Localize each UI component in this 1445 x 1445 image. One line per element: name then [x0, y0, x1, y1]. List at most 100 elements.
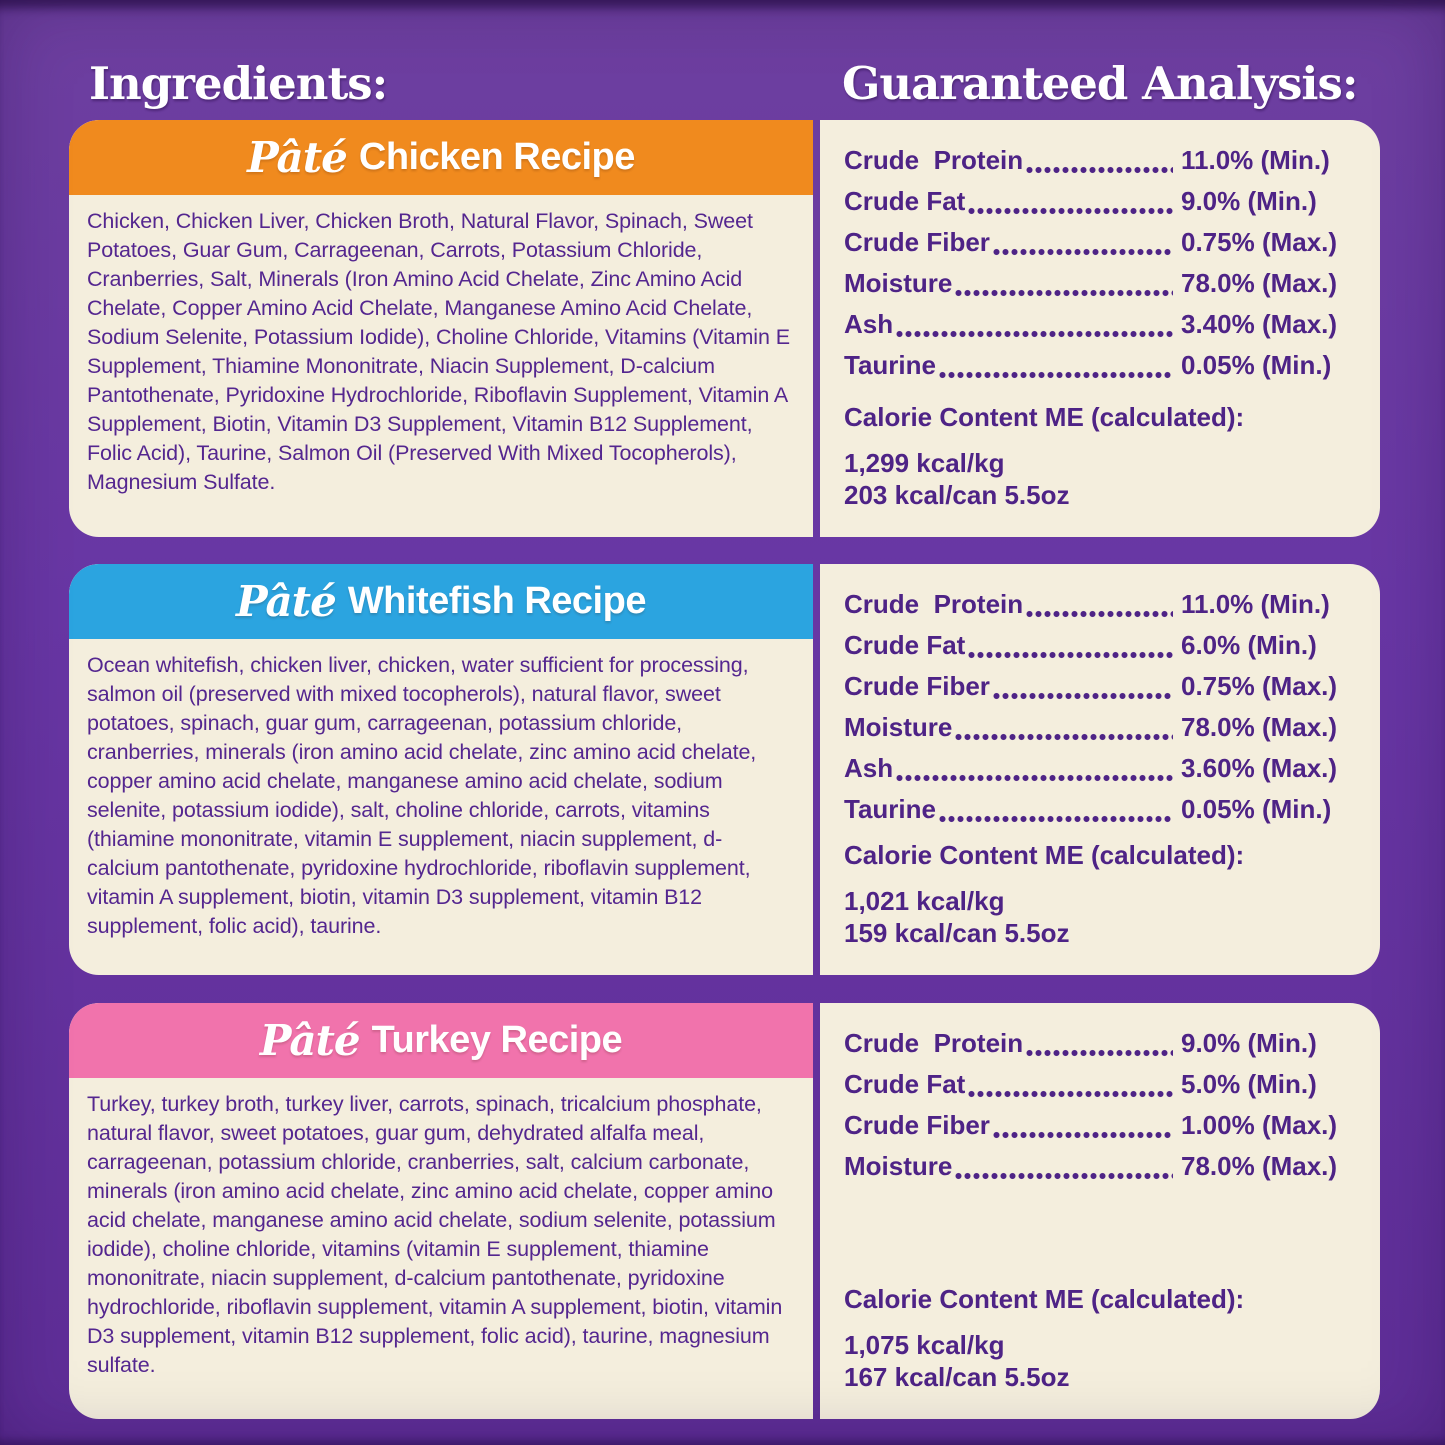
dot-leader [1026, 166, 1173, 174]
ingredients-card-chicken: Pâté Chicken Recipe Chicken, Chicken Liv… [69, 120, 813, 537]
analysis-label: Ash [844, 753, 894, 783]
analysis-label: Crude Fat [844, 186, 966, 216]
analysis-label: Crude Protein [844, 145, 1024, 175]
ingredients-text-turkey: Turkey, turkey broth, turkey liver, carr… [87, 1092, 783, 1377]
calorie-values: 1,021 kcal/kg 159 kcal/can 5.5oz [844, 885, 1362, 949]
analysis-row: Crude Fiber 0.75% (Max.) [844, 222, 1362, 263]
dot-leader [938, 815, 1173, 823]
analysis-value: 11.0% (Min.) [1181, 589, 1330, 619]
analysis-label: Crude Protein [844, 589, 1024, 619]
analysis-value: 3.40% (Max.) [1181, 309, 1338, 339]
analysis-row: Ash 3.40% (Max.) [844, 304, 1362, 345]
dot-leader [1026, 610, 1173, 618]
analysis-row: Crude Protein 11.0% (Min.) [844, 584, 1362, 625]
analysis-label: Moisture [844, 1151, 953, 1181]
analysis-row: Moisture 78.0% (Max.) [844, 707, 1362, 748]
dot-leader [955, 1172, 1173, 1180]
dot-leader [896, 330, 1173, 338]
dot-leader [896, 774, 1173, 782]
dot-leader [968, 1090, 1173, 1098]
recipe-title-text: Whitefish Recipe [347, 580, 647, 622]
analysis-row: Taurine 0.05% (Min.) [844, 789, 1362, 830]
analysis-row: Crude Fat 9.0% (Min.) [844, 181, 1362, 222]
analysis-label: Crude Fiber [844, 1110, 990, 1140]
analysis-label: Taurine [844, 794, 936, 824]
pate-script-text: Pâté [247, 133, 348, 182]
analysis-label: Crude Fat [844, 1069, 966, 1099]
ingredients-card-whitefish: Pâté Whitefish Recipe Ocean whitefish, c… [69, 564, 813, 975]
dot-leader [968, 651, 1173, 659]
calorie-values: 1,075 kcal/kg 167 kcal/can 5.5oz [844, 1329, 1362, 1393]
analysis-value: 3.60% (Max.) [1181, 753, 1338, 783]
analysis-value: 78.0% (Max.) [1181, 1151, 1338, 1181]
analysis-row: Crude Fat 5.0% (Min.) [844, 1064, 1362, 1105]
kcal-per-kg: 1,021 kcal/kg [844, 886, 1005, 916]
analysis-row: Crude Protein 9.0% (Min.) [844, 1023, 1362, 1064]
kcal-per-kg: 1,075 kcal/kg [844, 1330, 1005, 1360]
analysis-row: Ash 3.60% (Max.) [844, 748, 1362, 789]
calorie-values: 1,299 kcal/kg 203 kcal/can 5.5oz [844, 447, 1362, 511]
analysis-value: 0.75% (Max.) [1181, 227, 1338, 257]
analysis-label: Taurine [844, 350, 936, 380]
calorie-heading: Calorie Content ME (calculated): [844, 1284, 1245, 1314]
analysis-label: Crude Protein [844, 1028, 1024, 1058]
ingredients-text-chicken: Chicken, Chicken Liver, Chicken Broth, N… [87, 209, 790, 494]
analysis-card-turkey: Crude Protein 9.0% (Min.) Crude Fat 5.0%… [820, 1003, 1380, 1419]
label-content: Ingredients: Guaranteed Analysis: Pâté C… [69, 0, 1380, 1419]
dot-leader [992, 1131, 1173, 1139]
analysis-value: 0.75% (Max.) [1181, 671, 1338, 701]
analysis-value: 0.05% (Min.) [1181, 350, 1332, 380]
dot-leader [992, 692, 1173, 700]
analysis-label: Moisture [844, 712, 953, 742]
recipe-header-whitefish: Pâté Whitefish Recipe [69, 564, 813, 639]
recipe-title-text: Chicken Recipe [358, 136, 636, 178]
analysis-label: Ash [844, 309, 894, 339]
title-bar: Ingredients: Guaranteed Analysis: [69, 0, 1380, 120]
analysis-label: Crude Fat [844, 630, 966, 660]
analysis-row: Moisture 78.0% (Max.) [844, 263, 1362, 304]
analysis-label: Crude Fiber [844, 227, 990, 257]
dot-leader [1026, 1049, 1173, 1057]
analysis-value: 1.00% (Max.) [1181, 1110, 1338, 1140]
pate-script-text: Pâté [236, 577, 337, 626]
ingredients-card-turkey: Pâté Turkey Recipe Turkey, turkey broth,… [69, 1003, 813, 1419]
recipe-header-turkey: Pâté Turkey Recipe [69, 1003, 813, 1078]
analysis-label: Moisture [844, 268, 953, 298]
analysis-row: Crude Fat 6.0% (Min.) [844, 625, 1362, 666]
analysis-row: Crude Fiber 0.75% (Max.) [844, 666, 1362, 707]
analysis-row: Crude Fiber 1.00% (Max.) [844, 1105, 1362, 1146]
ingredients-title: Ingredients: [89, 57, 388, 110]
analysis-label: Crude Fiber [844, 671, 990, 701]
analysis-card-whitefish: Crude Protein 11.0% (Min.) Crude Fat 6.0… [820, 564, 1380, 975]
analysis-value: 9.0% (Min.) [1181, 1028, 1317, 1058]
analysis-value: 78.0% (Max.) [1181, 712, 1338, 742]
analysis-value: 0.05% (Min.) [1181, 794, 1332, 824]
calorie-block: Calorie Content ME (calculated): 1,299 k… [844, 402, 1362, 511]
analysis-row: Crude Protein 11.0% (Min.) [844, 140, 1362, 181]
dot-leader [955, 733, 1173, 741]
recipe-row-chicken: Pâté Chicken Recipe Chicken, Chicken Liv… [69, 120, 1380, 537]
calorie-heading: Calorie Content ME (calculated): [844, 840, 1245, 870]
dot-leader [968, 207, 1173, 215]
recipe-title-text: Turkey Recipe [371, 1019, 623, 1061]
analysis-value: 5.0% (Min.) [1181, 1069, 1317, 1099]
recipe-row-whitefish: Pâté Whitefish Recipe Ocean whitefish, c… [69, 564, 1380, 975]
pate-script-text: Pâté [259, 1016, 361, 1065]
analysis-row: Taurine 0.05% (Min.) [844, 345, 1362, 386]
ingredients-text-whitefish: Ocean whitefish, chicken liver, chicken,… [87, 653, 757, 938]
analysis-value: 6.0% (Min.) [1181, 630, 1317, 660]
dot-leader [992, 248, 1173, 256]
kcal-per-can: 159 kcal/can 5.5oz [844, 918, 1070, 948]
calorie-heading: Calorie Content ME (calculated): [844, 402, 1245, 432]
analysis-value: 11.0% (Min.) [1181, 145, 1330, 175]
guaranteed-analysis-title: Guaranteed Analysis: [842, 57, 1358, 110]
analysis-card-chicken: Crude Protein 11.0% (Min.) Crude Fat 9.0… [820, 120, 1380, 537]
dot-leader [955, 289, 1173, 297]
analysis-row: Moisture 78.0% (Max.) [844, 1146, 1362, 1187]
recipe-header-chicken: Pâté Chicken Recipe [69, 120, 813, 195]
kcal-per-can: 203 kcal/can 5.5oz [844, 480, 1070, 510]
analysis-value: 78.0% (Max.) [1181, 268, 1338, 298]
calorie-block: Calorie Content ME (calculated): 1,075 k… [844, 1284, 1362, 1393]
dot-leader [938, 371, 1173, 379]
